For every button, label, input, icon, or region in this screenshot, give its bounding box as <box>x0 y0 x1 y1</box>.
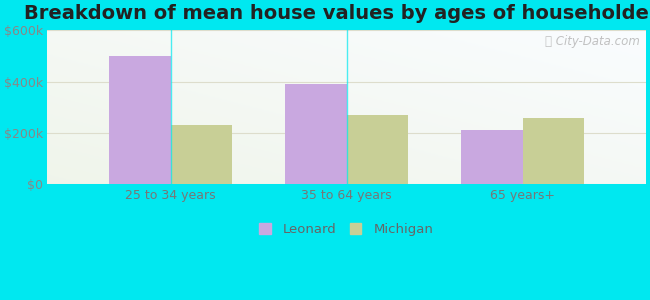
Bar <box>461 130 523 184</box>
Bar <box>346 115 408 184</box>
Legend: Leonard, Michigan: Leonard, Michigan <box>253 216 441 242</box>
Bar <box>171 125 232 184</box>
Title: Breakdown of mean house values by ages of householders: Breakdown of mean house values by ages o… <box>23 4 650 23</box>
Text: ⓘ City-Data.com: ⓘ City-Data.com <box>545 35 640 48</box>
Bar <box>285 84 346 184</box>
Bar <box>109 56 171 184</box>
Bar <box>523 118 584 184</box>
